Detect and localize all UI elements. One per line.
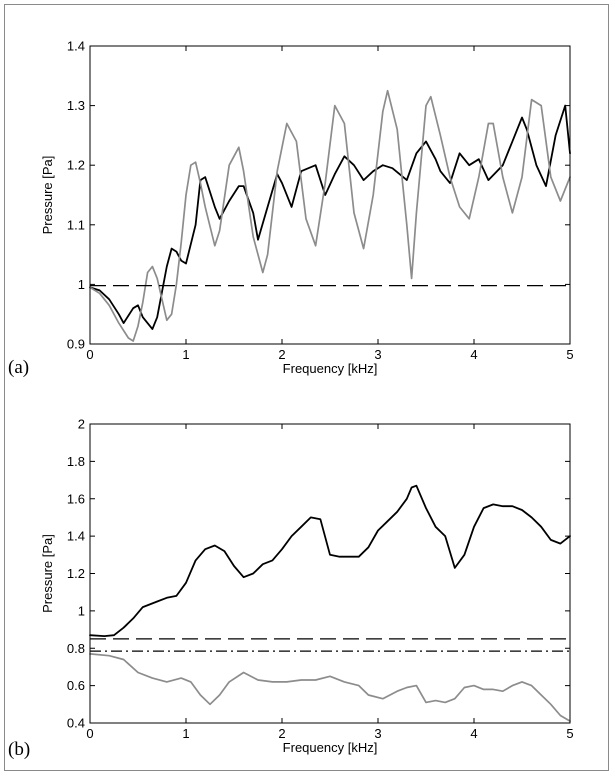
x-tick-label-a: 1 [182, 347, 189, 362]
y-tick-label-b: 1 [78, 603, 85, 618]
panel-label-b: (b) [8, 739, 31, 760]
y-tick-label-b: 0.4 [67, 716, 85, 731]
y-axis-label-a: Pressure [Pa] [40, 156, 55, 235]
y-tick-label-a: 1.1 [67, 217, 85, 232]
y-tick-label-a: 1.2 [67, 158, 85, 173]
series-line-b-2 [89, 653, 571, 722]
y-tick-label-b: 0.6 [67, 678, 85, 693]
x-tick-label-a: 0 [86, 347, 93, 362]
y-tick-label-b: 2 [78, 417, 85, 432]
x-axis-label-a: Frequency [kHz] [283, 361, 378, 376]
x-tick-label-b: 3 [374, 726, 381, 741]
chart-panel-a: 0 1 2 3 4 5 0.9 1 1.1 1.2 1.3 1.4 Frequency [kHz] Pre… [40, 39, 574, 377]
y-tick-label-a: 1 [78, 277, 85, 292]
y-tick-label-a: 0.9 [67, 337, 85, 352]
series-line-a-2 [89, 89, 571, 342]
panel-label-a: (a) [8, 357, 30, 378]
x-axis-label-b: Frequency [kHz] [283, 740, 378, 755]
x-tick-label-a: 2 [278, 347, 285, 362]
axes-box-a [89, 45, 571, 345]
x-tick-label-b: 4 [470, 726, 477, 741]
y-tick-label-b: 1.8 [67, 454, 85, 469]
axes-box-b [89, 423, 571, 724]
x-tick-label-b: 5 [566, 726, 573, 741]
y-tick-label-b: 1.4 [67, 529, 85, 544]
series-line-b-1 [89, 484, 571, 637]
y-tick-label-a: 1.3 [67, 98, 85, 113]
y-axis-label-b: Pressure [Pa] [40, 534, 55, 613]
x-tick-label-b: 2 [278, 726, 285, 741]
x-tick-label-a: 5 [566, 347, 573, 362]
y-tick-label-b: 0.8 [67, 641, 85, 656]
x-tick-label-b: 1 [182, 726, 189, 741]
x-tick-label-a: 4 [470, 347, 477, 362]
x-tick-label-b: 0 [86, 726, 93, 741]
y-tick-label-b: 1.2 [67, 566, 85, 581]
y-tick-label-a: 1.4 [67, 39, 85, 54]
y-tick-label-b: 1.6 [67, 491, 85, 506]
figure-frame [4, 4, 609, 771]
series-line-a-1 [89, 104, 571, 330]
x-tick-label-a: 3 [374, 347, 381, 362]
